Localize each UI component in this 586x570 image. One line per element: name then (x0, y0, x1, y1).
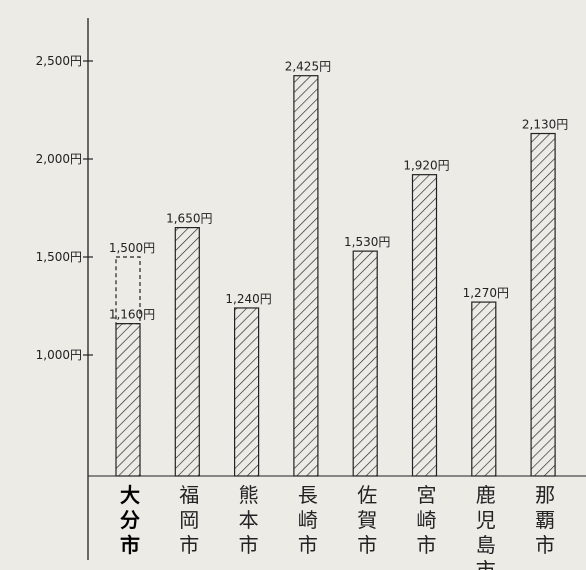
category-label: 市 (357, 533, 377, 557)
bars (115, 75, 556, 477)
data-label: 1,160円 (109, 308, 155, 322)
category-label: 福 (179, 483, 199, 507)
category-label: 那 (535, 483, 555, 507)
target-data-label: 1,500円 (109, 241, 155, 255)
category-label: 分 (120, 508, 140, 532)
data-label: 2,130円 (522, 118, 568, 132)
bar (293, 75, 319, 477)
data-label: 1,650円 (166, 212, 212, 226)
category-label: 覇 (535, 508, 555, 532)
category-label: 長 (298, 483, 318, 507)
bar (530, 132, 556, 477)
bar (115, 323, 141, 477)
data-label: 1,240円 (225, 292, 271, 306)
category-label: 鹿 (476, 483, 496, 507)
category-label: 熊 (239, 483, 259, 507)
y-tick-label: 1,000円 (36, 348, 82, 362)
y-tick-label: 1,500円 (36, 250, 82, 264)
category-label: 市 (120, 533, 140, 557)
category-label: 佐 (357, 483, 377, 507)
category-label: 宮 (417, 483, 437, 507)
target-bar-outline (115, 256, 141, 325)
category-label: 崎 (417, 508, 437, 532)
data-label: 1,270円 (463, 286, 509, 300)
category-label: 市 (476, 558, 496, 570)
bar (174, 227, 200, 477)
bar (352, 250, 378, 477)
category-label: 賀 (357, 508, 377, 532)
bar (234, 307, 260, 477)
category-label: 岡 (179, 508, 199, 532)
category-label: 児 (476, 508, 496, 532)
category-label: 市 (298, 533, 318, 557)
y-tick-label: 2,000円 (36, 152, 82, 166)
y-tick-label: 2,500円 (36, 54, 82, 68)
data-label: 2,425円 (285, 60, 331, 74)
bar (471, 301, 497, 477)
data-label: 1,530円 (344, 235, 390, 249)
value-labels: 1,160円 1,650円 1,240円 2,425円 1,530円 1,920円 1,27… (109, 60, 568, 322)
category-label: 崎 (298, 508, 318, 532)
bar (411, 174, 438, 477)
category-label: 市 (535, 533, 555, 557)
category-label: 市 (239, 533, 259, 557)
category-label: 市 (179, 533, 199, 557)
category-label: 島 (476, 533, 496, 557)
axes: 1,000円 1,500円 2,000円 2,500円 (36, 18, 586, 560)
data-label: 1,920円 (403, 159, 449, 173)
category-label: 市 (417, 533, 437, 557)
category-label: 本 (239, 508, 259, 532)
category-label: 大 (120, 483, 140, 507)
